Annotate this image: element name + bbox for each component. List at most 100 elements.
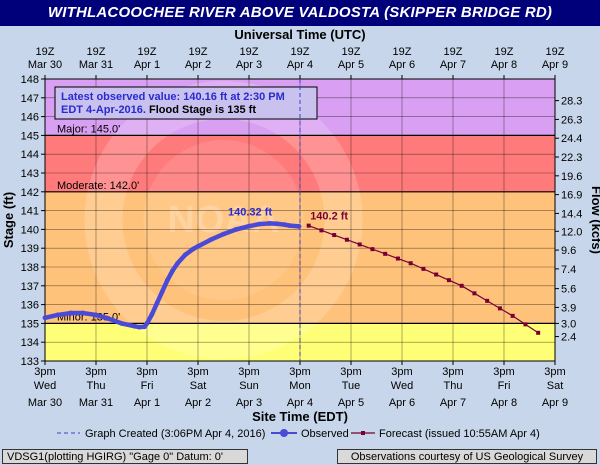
- observed-point: [182, 252, 188, 258]
- y-tick-label: 142: [21, 187, 39, 199]
- top-tick-date: Apr 4: [287, 59, 313, 71]
- top-tick-date: Apr 3: [236, 59, 262, 71]
- forecast-point: [408, 261, 413, 266]
- y-tick-label: 138: [21, 262, 39, 274]
- forecast-point: [472, 291, 477, 296]
- bottom-tick-date: Apr 8: [491, 397, 517, 409]
- bottom-tick-day: Thu: [87, 380, 106, 392]
- footer-credit: Observations courtesy of US Geological S…: [337, 449, 597, 464]
- bottom-tick-date: Apr 4: [287, 397, 313, 409]
- latest-observed-flood-stage: Flood Stage is 135 ft: [149, 104, 256, 116]
- top-tick-label: 19Z: [495, 46, 514, 58]
- bottom-tick-time: 3pm: [136, 366, 157, 378]
- y-tick-label: 136: [21, 300, 39, 312]
- flow-tick-label: 26.3: [561, 114, 582, 126]
- observed-point: [136, 324, 142, 330]
- top-axis-title: Universal Time (UTC): [234, 27, 365, 42]
- observed-peak-label: 140.32 ft: [228, 206, 272, 218]
- latest-observed-box: [54, 86, 318, 120]
- observed-point: [296, 223, 302, 229]
- bottom-tick-time: 3pm: [544, 366, 565, 378]
- bottom-tick-day: Sun: [239, 380, 259, 392]
- bottom-tick-date: Apr 9: [542, 397, 568, 409]
- y-tick-label: 147: [21, 93, 39, 105]
- bottom-tick-time: 3pm: [340, 366, 361, 378]
- bottom-tick-day: Sat: [547, 380, 564, 392]
- observed-point: [55, 312, 61, 318]
- legend-observed-marker: [280, 429, 288, 437]
- top-tick-date: Apr 2: [185, 59, 211, 71]
- flow-tick-label: 12.0: [561, 226, 582, 238]
- forecast-point: [319, 228, 324, 233]
- latest-observed-line2: EDT 4-Apr-2016. Flood Stage is 135 ft: [61, 104, 256, 116]
- flood-label-moderate: Moderate: 142.0': [57, 180, 139, 192]
- observed-point: [68, 310, 73, 316]
- flow-tick-label: 3.9: [561, 302, 576, 314]
- chart-title: WITHLACOOCHEE RIVER ABOVE VALDOSTA (SKIP…: [47, 4, 553, 21]
- footer-credit-text: Observations courtesy of US Geological S…: [350, 451, 584, 463]
- observed-point: [195, 243, 201, 249]
- observed-point: [159, 289, 165, 294]
- flow-tick-label: 24.4: [561, 133, 582, 145]
- y-tick-label: 144: [21, 149, 39, 161]
- bottom-tick-time: 3pm: [85, 366, 106, 378]
- forecast-point: [395, 256, 400, 261]
- y-tick-label: 148: [21, 74, 39, 86]
- y-axis-title-right: Flow (kcfs): [589, 186, 600, 254]
- bottom-tick-date: Apr 3: [236, 397, 262, 409]
- footer-gage-info: VDSG1(plotting HGIRG) "Gage 0" Datum: 0': [2, 449, 248, 464]
- top-tick-label: 19Z: [36, 46, 55, 58]
- forecast-point: [459, 283, 464, 288]
- y-tick-label: 143: [21, 168, 39, 180]
- forecast-label: 140.2 ft: [310, 211, 348, 223]
- bottom-tick-date: Mar 31: [79, 397, 113, 409]
- x-axis-title: Site Time (EDT): [252, 409, 348, 424]
- observed-point: [256, 221, 262, 227]
- forecast-point: [306, 223, 311, 228]
- observed-point: [221, 231, 226, 237]
- flow-tick-label: 16.9: [561, 190, 582, 202]
- bottom-tick-time: 3pm: [391, 366, 412, 378]
- y-tick-label: 139: [21, 243, 39, 255]
- observed-point: [149, 311, 155, 317]
- forecast-point: [370, 247, 375, 252]
- forecast-point: [523, 322, 528, 327]
- top-tick-date: Mar 30: [28, 59, 62, 71]
- forecast-point: [536, 330, 541, 335]
- top-tick-label: 19Z: [138, 46, 157, 58]
- observed-point: [142, 324, 147, 330]
- forecast-point: [332, 233, 337, 238]
- y-tick-label: 133: [21, 356, 39, 368]
- bottom-tick-day: Thu: [444, 380, 463, 392]
- observed-point: [154, 300, 160, 306]
- bottom-tick-day: Fri: [498, 380, 511, 392]
- forecast-point: [497, 306, 502, 311]
- bottom-tick-date: Apr 6: [389, 397, 415, 409]
- bottom-tick-date: Apr 2: [185, 397, 211, 409]
- bottom-tick-day: Fri: [141, 380, 154, 392]
- y-axis-title: Stage (ft): [1, 192, 16, 248]
- bottom-tick-day: Mon: [289, 380, 310, 392]
- footer-gage-text: VDSG1(plotting HGIRG) "Gage 0" Datum: 0': [7, 451, 223, 463]
- y-tick-label: 141: [21, 206, 39, 218]
- forecast-point: [434, 272, 439, 277]
- observed-point: [119, 321, 124, 326]
- y-tick-label: 145: [21, 130, 39, 142]
- flow-tick-label: 9.6: [561, 245, 576, 257]
- observed-point: [267, 220, 272, 226]
- bottom-tick-day: Tue: [342, 380, 361, 392]
- bottom-tick-day: Wed: [34, 380, 56, 392]
- observed-point: [42, 315, 48, 321]
- flow-tick-label: 2.4: [561, 332, 576, 344]
- top-tick-label: 19Z: [87, 46, 106, 58]
- y-tick-label: 134: [21, 337, 39, 349]
- legend-observed-label: Observed: [301, 428, 349, 440]
- forecast-point: [357, 242, 362, 247]
- top-tick-date: Apr 6: [389, 59, 415, 71]
- top-tick-label: 19Z: [342, 46, 361, 58]
- title-bar: WITHLACOOCHEE RIVER ABOVE VALDOSTA (SKIP…: [0, 0, 600, 26]
- bottom-tick-time: 3pm: [442, 366, 463, 378]
- bottom-tick-time: 3pm: [34, 366, 55, 378]
